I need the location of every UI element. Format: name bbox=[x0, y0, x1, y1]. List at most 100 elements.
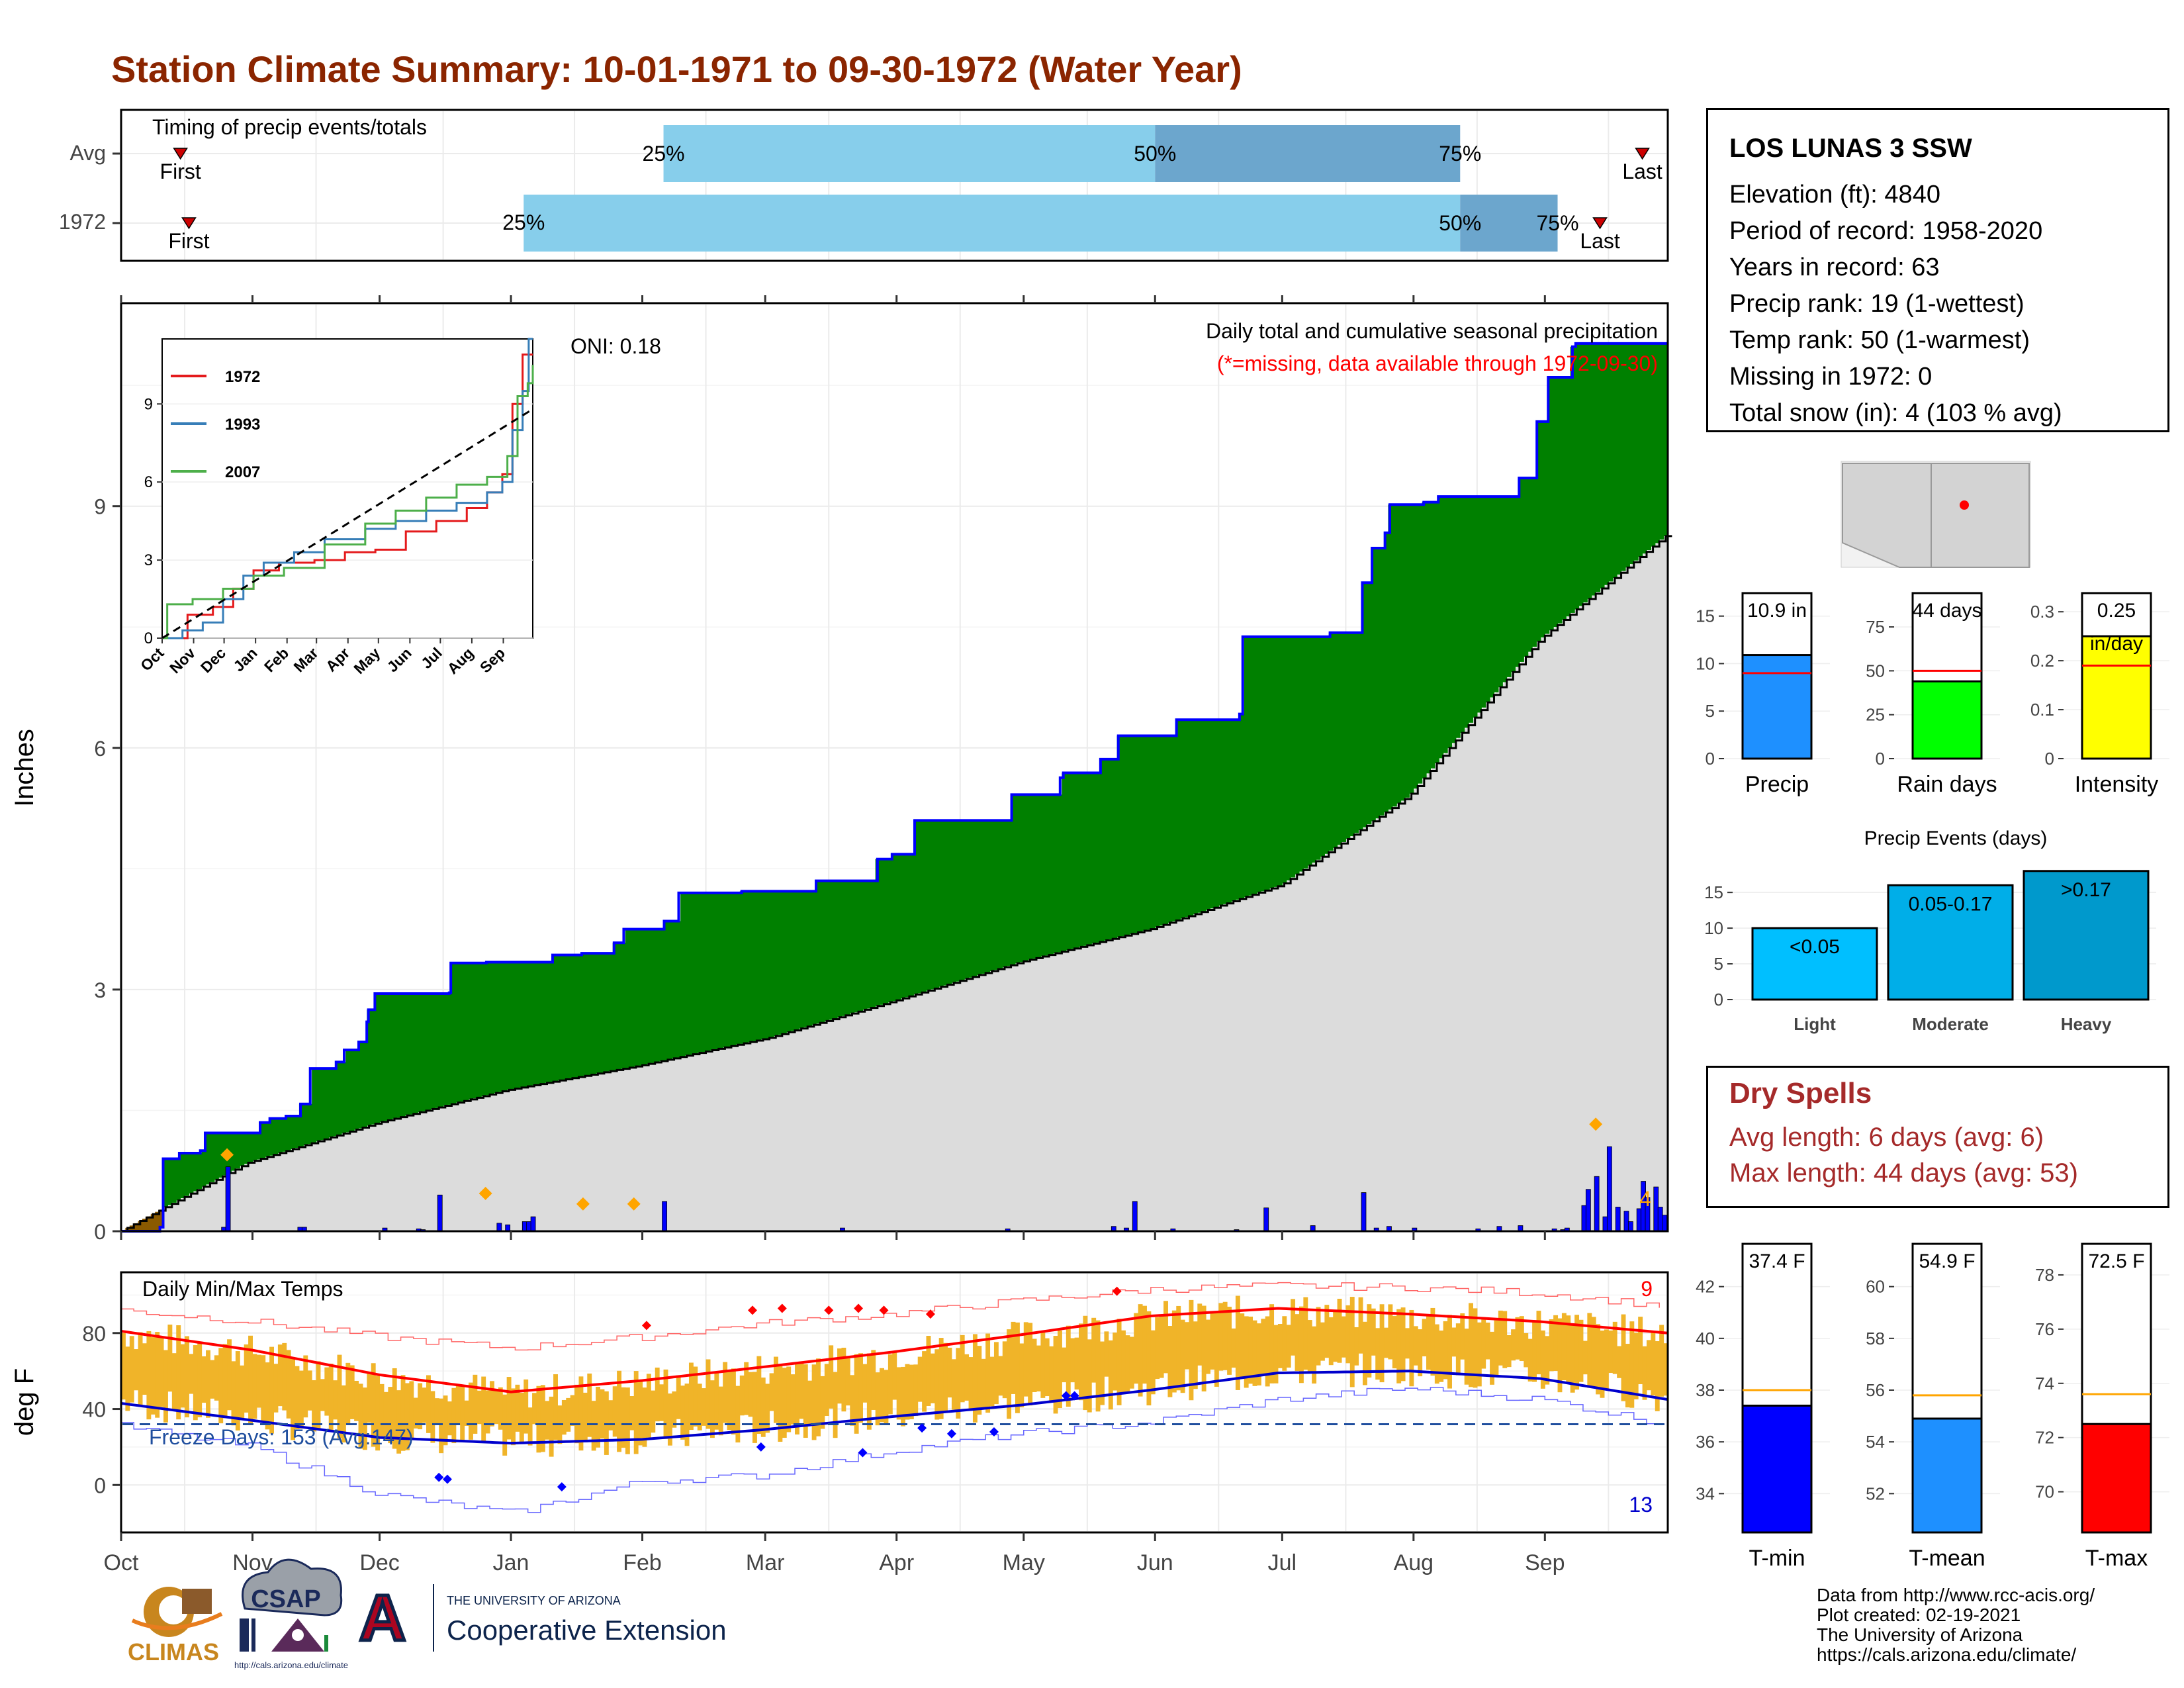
daily-precip-bar bbox=[662, 1201, 667, 1232]
temp-summary-2-ytick-label: 78 bbox=[2035, 1265, 2054, 1285]
page-title: Station Climate Summary: 10-01-1971 to 0… bbox=[111, 48, 1242, 90]
temp-summary-2-ytick-label: 70 bbox=[2035, 1482, 2054, 1502]
above-normal-fill bbox=[473, 962, 478, 1099]
daily-temp-bar bbox=[1171, 1310, 1177, 1393]
above-normal-fill bbox=[1328, 632, 1334, 851]
daily-temp-bar bbox=[392, 1368, 397, 1449]
daily-temp-bar bbox=[1333, 1309, 1338, 1362]
daily-temp-bar bbox=[646, 1374, 651, 1438]
daily-temp-bar bbox=[409, 1381, 414, 1440]
above-normal-fill bbox=[960, 820, 965, 980]
daily-temp-bar bbox=[1036, 1345, 1041, 1391]
above-normal-fill bbox=[1536, 421, 1541, 642]
temp-summary-1-ytick-label: 60 bbox=[1866, 1277, 1885, 1297]
timing-last-marker bbox=[1592, 217, 1608, 230]
above-normal-fill bbox=[1379, 547, 1385, 816]
above-normal-fill bbox=[591, 953, 596, 1074]
daily-temp-bar bbox=[1312, 1326, 1317, 1384]
above-normal-fill bbox=[561, 955, 567, 1080]
daily-temp-bar bbox=[256, 1354, 261, 1408]
daily-temp-bar bbox=[972, 1334, 978, 1423]
above-normal-fill bbox=[985, 820, 991, 972]
above-normal-fill bbox=[1426, 502, 1432, 774]
above-normal-fill bbox=[1303, 636, 1308, 869]
daily-temp-bar bbox=[1104, 1331, 1109, 1377]
above-normal-fill bbox=[824, 880, 829, 1021]
daily-temp-bar bbox=[265, 1362, 270, 1430]
daily-temp-bar bbox=[1557, 1318, 1563, 1393]
daily-temp-bar bbox=[413, 1397, 418, 1429]
above-normal-fill bbox=[1570, 346, 1575, 613]
daily-temp-bar bbox=[1481, 1317, 1486, 1369]
daily-temp-bar bbox=[1210, 1312, 1215, 1370]
above-normal-fill bbox=[1400, 504, 1406, 801]
daily-temp-bar bbox=[206, 1350, 210, 1418]
daily-temp-bar bbox=[1633, 1333, 1639, 1399]
above-normal-fill bbox=[269, 1118, 275, 1156]
daily-temp-bar bbox=[1231, 1328, 1236, 1368]
above-normal-fill bbox=[1527, 478, 1533, 652]
above-normal-fill bbox=[1231, 720, 1236, 902]
above-normal-fill bbox=[303, 1103, 308, 1146]
daily-temp-bar bbox=[621, 1387, 626, 1448]
above-normal-fill bbox=[218, 1133, 224, 1178]
above-normal-fill bbox=[1600, 343, 1605, 589]
above-normal-fill bbox=[557, 955, 563, 1081]
month-label: Oct bbox=[104, 1550, 139, 1575]
daily-temp-bar bbox=[1582, 1340, 1588, 1375]
above-normal-fill bbox=[451, 962, 457, 1104]
above-normal-fill bbox=[1180, 720, 1185, 919]
daily-temp-bar bbox=[1553, 1315, 1559, 1372]
snow-marker bbox=[627, 1197, 641, 1211]
daily-temp-bar bbox=[307, 1370, 312, 1411]
above-normal-fill bbox=[396, 993, 402, 1118]
daily-temp-bar bbox=[1413, 1326, 1418, 1366]
daily-temp-bar bbox=[1629, 1321, 1635, 1408]
above-normal-fill bbox=[1002, 820, 1007, 968]
daily-temp-bar bbox=[298, 1370, 304, 1429]
daily-temp-bar bbox=[1146, 1311, 1152, 1406]
daily-temp-bar bbox=[418, 1383, 423, 1430]
above-normal-fill bbox=[582, 953, 588, 1076]
daily-temp-bar bbox=[968, 1357, 974, 1410]
above-normal-fill bbox=[1277, 636, 1283, 886]
precip-summary-2-unit-label: in/day bbox=[2090, 633, 2143, 655]
daily-temp-bar bbox=[989, 1356, 995, 1407]
daily-temp-bar bbox=[892, 1352, 897, 1400]
above-normal-fill bbox=[430, 993, 435, 1109]
above-normal-fill bbox=[1282, 636, 1287, 884]
above-normal-fill bbox=[392, 993, 397, 1119]
above-normal-fill bbox=[1532, 478, 1537, 647]
above-normal-fill bbox=[909, 854, 914, 996]
daily-temp-bar bbox=[375, 1376, 381, 1451]
above-normal-fill bbox=[612, 943, 617, 1070]
above-normal-fill bbox=[498, 962, 503, 1092]
above-normal-fill bbox=[545, 962, 550, 1083]
daily-temp-bar bbox=[1511, 1329, 1516, 1361]
daily-temp-bar bbox=[1273, 1325, 1279, 1383]
daily-temp-bar bbox=[629, 1396, 635, 1430]
above-normal-fill bbox=[1646, 343, 1651, 551]
daily-temp-bar bbox=[922, 1351, 927, 1412]
precip-summary-1-bar bbox=[1911, 680, 1983, 760]
daily-temp-bar bbox=[1074, 1337, 1079, 1390]
month-label: Jun bbox=[1137, 1550, 1173, 1575]
daily-temp-bar bbox=[1663, 1343, 1668, 1396]
month-label: Mar bbox=[746, 1550, 785, 1575]
record-low-marker bbox=[557, 1482, 567, 1492]
daily-temp-bar bbox=[422, 1387, 427, 1423]
above-normal-fill bbox=[922, 820, 927, 992]
above-normal-fill bbox=[964, 820, 970, 979]
above-normal-fill bbox=[617, 943, 622, 1070]
above-normal-fill bbox=[633, 929, 639, 1067]
daily-temp-bar bbox=[1011, 1321, 1016, 1394]
precip-summary-2-category-label: Intensity bbox=[2075, 772, 2159, 797]
temp-summary-1-ytick-label: 54 bbox=[1866, 1432, 1885, 1452]
inset-line-2007 bbox=[162, 365, 534, 639]
temp-frame bbox=[120, 1271, 1669, 1534]
above-normal-fill bbox=[1545, 421, 1550, 634]
above-normal-fill bbox=[519, 962, 524, 1088]
daily-precip-bar bbox=[1585, 1189, 1591, 1232]
record-high-marker bbox=[824, 1305, 834, 1315]
daily-temp-bar bbox=[1328, 1317, 1334, 1366]
